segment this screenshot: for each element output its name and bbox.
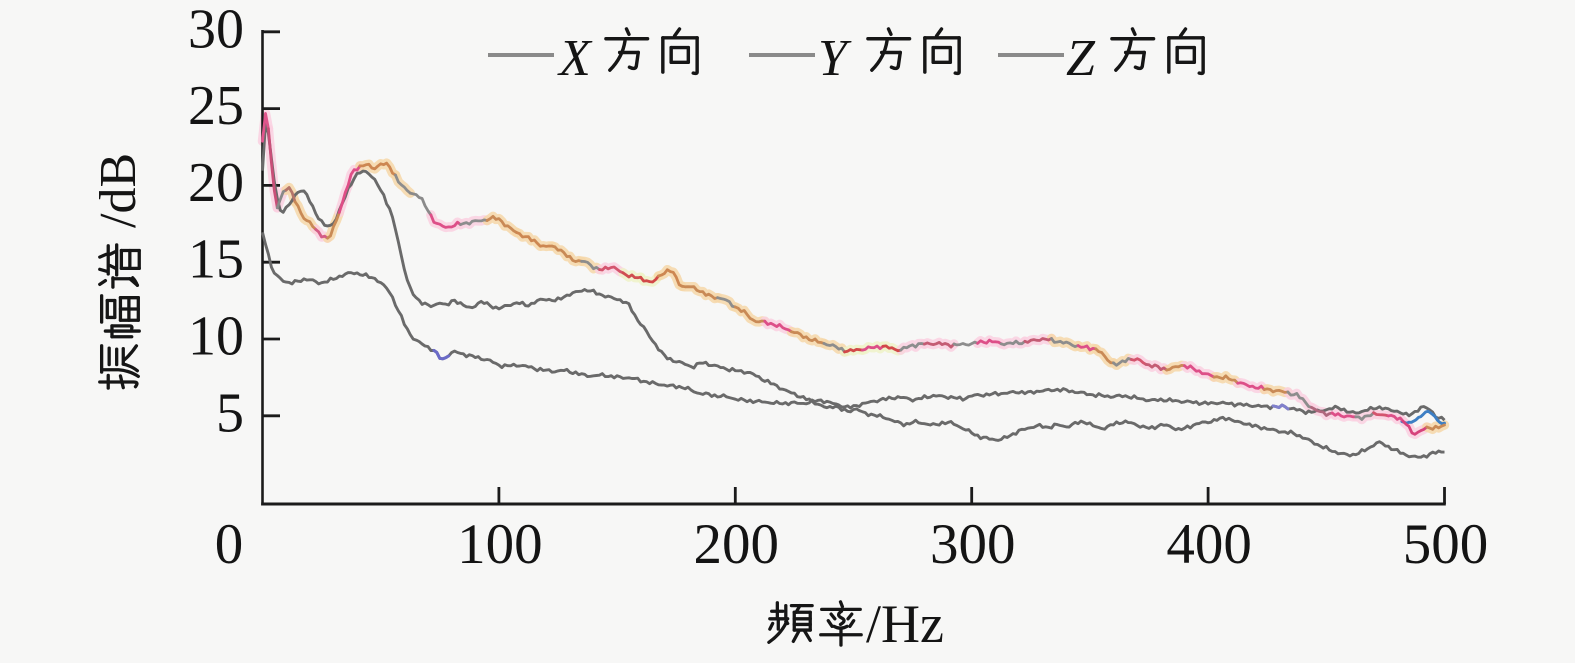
svg-text:200: 200 (694, 513, 780, 576)
svg-text:500: 500 (1403, 513, 1489, 576)
svg-text:0: 0 (215, 513, 244, 576)
svg-text:300: 300 (930, 513, 1016, 576)
svg-text:5: 5 (216, 382, 244, 444)
svg-text:25: 25 (188, 75, 244, 137)
svg-text:X: X (557, 30, 593, 87)
svg-text:/Hz: /Hz (866, 594, 944, 654)
svg-text:/dB: /dB (90, 153, 147, 228)
svg-text:15: 15 (188, 229, 244, 291)
svg-text:400: 400 (1166, 513, 1252, 576)
svg-text:Y: Y (818, 30, 852, 87)
svg-text:100: 100 (457, 513, 543, 576)
svg-text:Z: Z (1066, 30, 1096, 87)
svg-text:30: 30 (188, 0, 244, 60)
svg-text:10: 10 (188, 306, 244, 368)
svg-text:20: 20 (188, 152, 244, 214)
